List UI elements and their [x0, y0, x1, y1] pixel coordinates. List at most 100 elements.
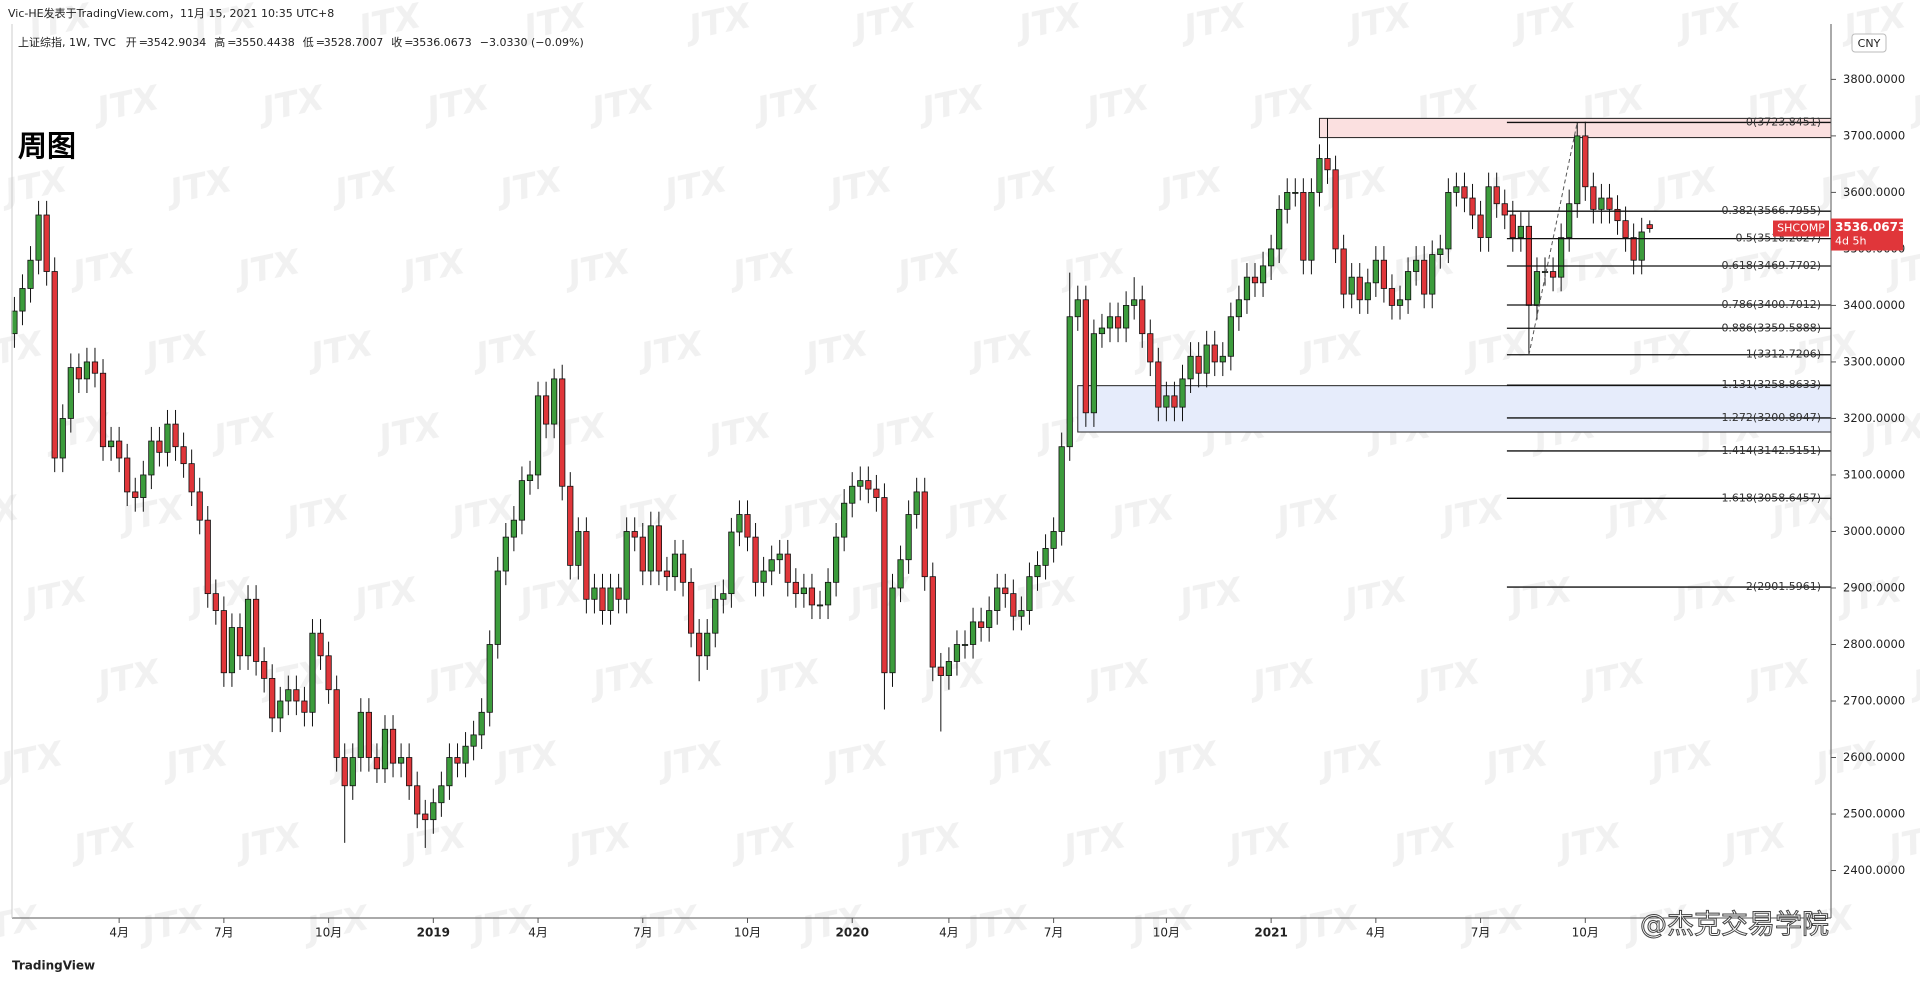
candle-body	[1396, 299, 1404, 306]
candle-body	[1268, 248, 1275, 267]
price-tag-value: 3536.0673	[1835, 220, 1906, 234]
y-tick-label: 3100.0000	[1843, 467, 1905, 481]
candle-body	[978, 621, 985, 628]
y-tick-label: 3400.0000	[1843, 298, 1905, 312]
candle-body	[1292, 192, 1299, 194]
symbol-tag	[1773, 220, 1829, 237]
credit: @杰克交易学院	[1640, 910, 1829, 941]
candle-body	[1558, 237, 1565, 278]
candle-body	[1372, 259, 1379, 284]
fib-label: 0(3723.8451)	[1746, 115, 1821, 128]
candle-body	[414, 785, 421, 815]
x-tick-label: 10月	[315, 926, 342, 940]
fib-label: 0.618(3469.7702)	[1721, 259, 1821, 272]
candle-body	[623, 531, 630, 600]
x-tick-label: 4月	[109, 926, 129, 940]
candle-body	[502, 536, 509, 572]
candle-body	[655, 525, 662, 572]
chart-title: 周图	[18, 129, 76, 163]
fib-label: 2(2901.5961)	[1746, 580, 1821, 593]
candle-body	[156, 440, 163, 453]
candle-body	[1332, 169, 1339, 250]
ohlc-value: 3542.9034	[147, 36, 207, 49]
fib-label: 1.414(3142.5151)	[1721, 444, 1821, 457]
candle-body	[1461, 186, 1468, 199]
candle-body	[679, 553, 687, 583]
candle-body	[897, 559, 904, 589]
candle-body	[1002, 587, 1009, 595]
candle-body	[776, 553, 783, 561]
y-tick-label: 3200.0000	[1843, 411, 1905, 425]
candle-body	[188, 463, 195, 493]
candle-body	[252, 598, 260, 662]
candle-body	[816, 604, 824, 607]
candle-body	[212, 593, 219, 611]
candle-body	[913, 491, 920, 515]
candle-body	[736, 514, 743, 533]
candle-body	[945, 661, 952, 676]
candle-body	[631, 531, 638, 538]
candle-body	[1324, 158, 1331, 171]
candle-body	[228, 627, 236, 674]
x-tick-label: 10月	[1153, 926, 1180, 940]
candle-body	[1251, 276, 1259, 284]
candle-body	[397, 757, 405, 764]
candle-body	[1243, 276, 1251, 301]
candle-body	[99, 372, 107, 448]
candle-body	[1340, 248, 1347, 295]
currency-box	[1851, 33, 1887, 53]
candle-body	[454, 757, 461, 764]
candle-body	[1171, 395, 1178, 408]
candle-body	[542, 395, 550, 425]
candle-body	[140, 474, 147, 498]
candle-body	[1123, 305, 1130, 329]
candle-body	[11, 310, 18, 335]
candle-body	[1082, 299, 1089, 414]
candle-body	[277, 700, 284, 719]
candle-body	[849, 485, 856, 504]
footer-logo: TradingView	[12, 959, 95, 973]
candle-body	[1364, 282, 1371, 301]
candle-body	[534, 395, 542, 476]
fib-label: 0.786(3400.7012)	[1721, 298, 1821, 311]
candle-body	[43, 214, 50, 272]
fib-label: 1(3312.7206)	[1746, 348, 1821, 361]
candle-body	[1622, 220, 1629, 239]
candle-body	[462, 745, 469, 764]
candle-body	[236, 627, 244, 657]
candle-body	[1058, 446, 1065, 532]
candle-body	[1034, 564, 1041, 578]
candle-body	[994, 587, 1001, 611]
candle-body	[671, 553, 679, 578]
candle-body	[760, 570, 767, 583]
candle-body	[824, 581, 832, 606]
candle-body	[1501, 203, 1508, 216]
high-label: 高	[214, 35, 225, 49]
x-tick-label: 4月	[1366, 926, 1386, 940]
candle-body	[744, 514, 751, 538]
candle-body	[83, 361, 91, 380]
close-label: 收	[391, 35, 402, 49]
fib-label: 1.272(3200.8947)	[1721, 411, 1821, 424]
candle-body	[261, 661, 268, 679]
candle-body	[373, 757, 381, 770]
candle-body	[961, 644, 969, 646]
candle-body	[599, 587, 606, 611]
equals-sign: =	[227, 36, 236, 49]
candle-body	[494, 570, 501, 645]
x-tick-label: 10月	[1572, 926, 1599, 940]
candle-body	[1380, 259, 1388, 289]
candle-body	[1549, 271, 1557, 278]
candle-body	[148, 440, 155, 476]
candle-body	[969, 621, 977, 645]
equals-sign: =	[404, 36, 413, 49]
fib-label: 1.618(3058.6457)	[1721, 491, 1821, 504]
candle-body	[881, 497, 888, 674]
candle-body	[1074, 299, 1081, 318]
candle-body	[1098, 327, 1106, 335]
low-label: 低	[303, 36, 314, 49]
candle-body	[204, 519, 211, 595]
symbol-tag-label: SHCOMP	[1777, 222, 1825, 235]
candle-body	[309, 632, 316, 713]
candle-body	[341, 757, 348, 787]
